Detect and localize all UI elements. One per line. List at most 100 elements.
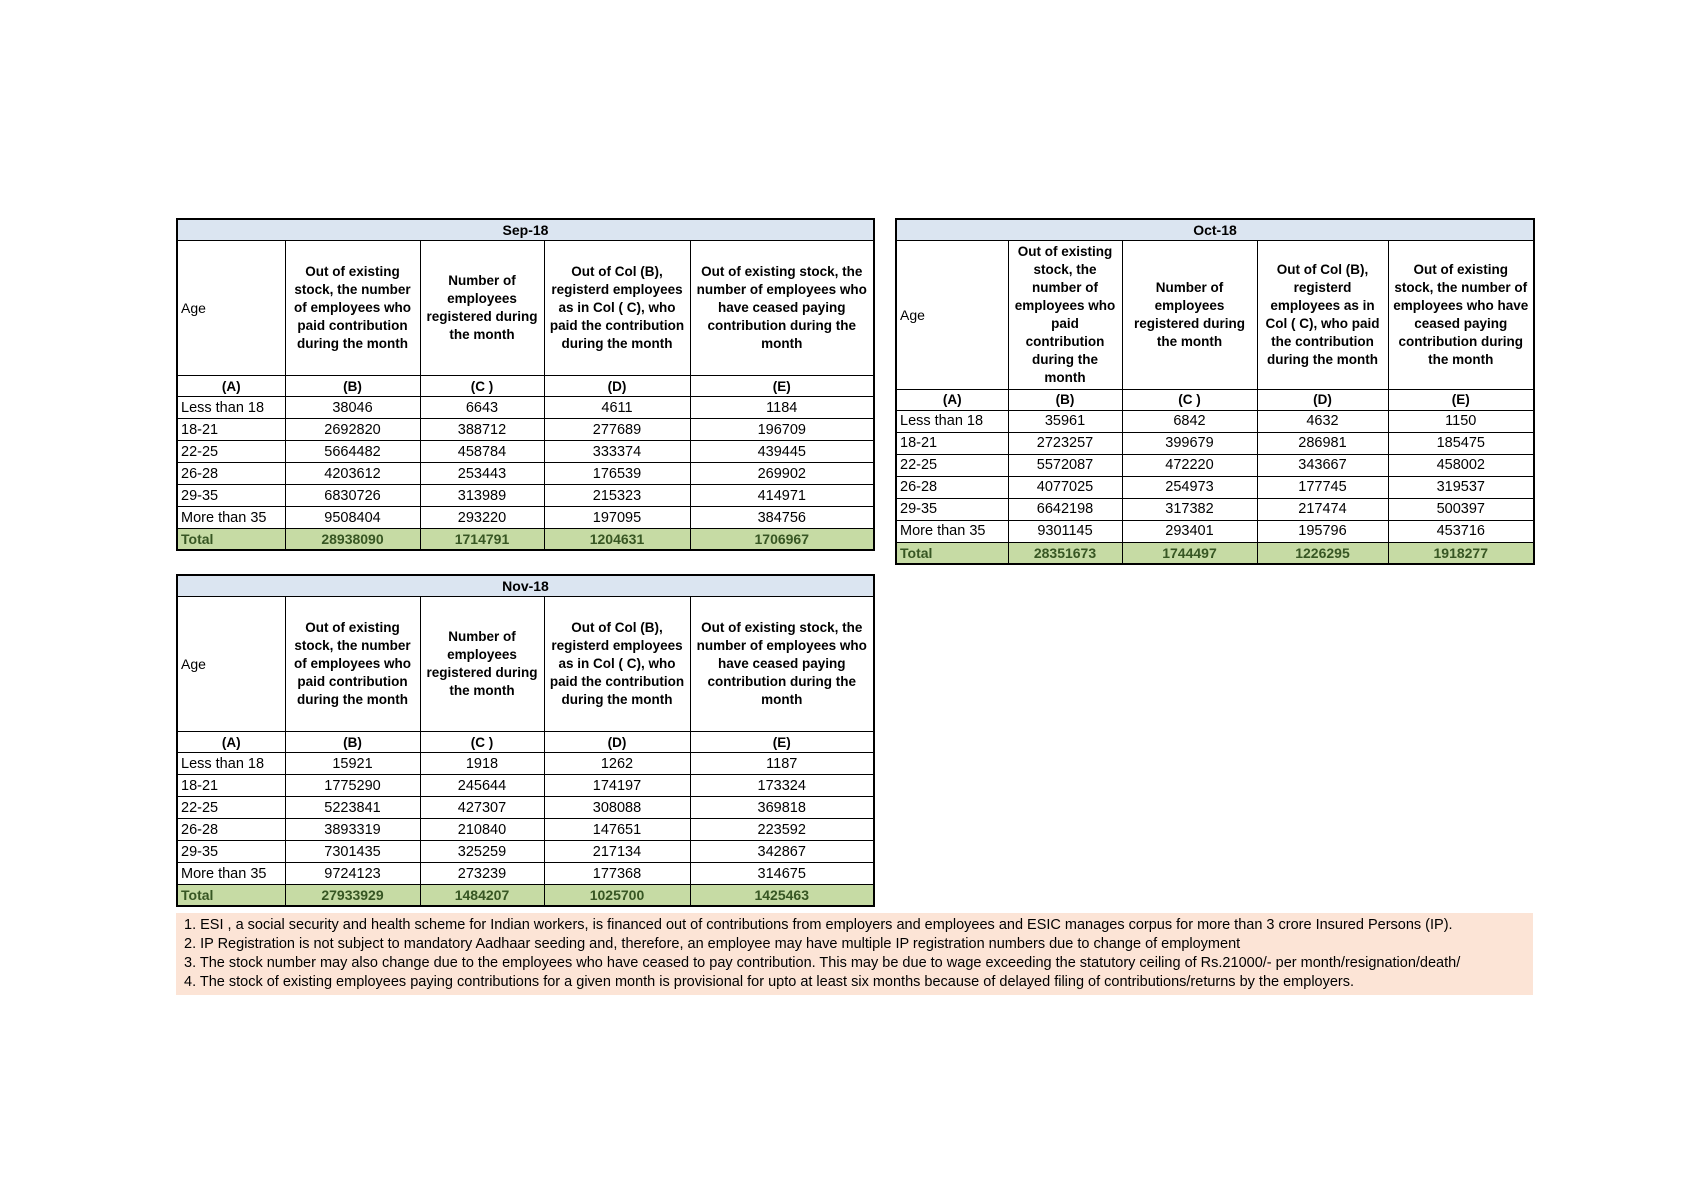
value-cell: 4611 [543,396,691,419]
column-header-cell: Out of existing stock, the number of emp… [689,596,875,732]
age-group-cell: 18-21 [895,431,1009,455]
value-cell: 9508404 [284,506,421,529]
total-value-cell: 28351673 [1007,541,1123,565]
total-value-cell: 1226295 [1256,541,1389,565]
value-cell: 369818 [689,796,875,819]
value-cell: 15921 [284,752,421,775]
value-cell: 5572087 [1007,453,1123,477]
value-cell: 217474 [1256,497,1389,521]
value-cell: 177368 [543,862,691,885]
column-header-cell: Out of existing stock, the number of emp… [689,240,875,376]
age-group-cell: 26-28 [176,462,286,485]
table-row: Less than 18 35961 6842 4632 1150 [895,409,1535,433]
column-header-cell: Out of Col (B), registerd employees as i… [543,596,691,732]
value-cell: 439445 [689,440,875,463]
value-cell: 6642198 [1007,497,1123,521]
value-cell: 1775290 [284,774,421,797]
value-cell: 319537 [1387,475,1535,499]
age-column-header: Age [176,596,286,732]
value-cell: 217134 [543,840,691,863]
age-group-cell: 26-28 [895,475,1009,499]
value-cell: 342867 [689,840,875,863]
column-header-cell: Out of Col (B), registerd employees as i… [543,240,691,376]
footnote-line: 2. IP Registration is not subject to man… [184,936,1241,952]
value-cell: 223592 [689,818,875,841]
total-value-cell: 1425463 [689,884,875,907]
table-row: 22-25 5572087 472220 343667 458002 [895,453,1535,477]
value-cell: 458002 [1387,453,1535,477]
total-label-cell: Total [176,528,286,551]
table-row: 22-25 5664482 458784 333374 439445 [176,440,875,463]
value-cell: 6830726 [284,484,421,507]
column-letter-cell: (E) [689,375,875,397]
value-cell: 215323 [543,484,691,507]
table-row: More than 35 9724123 273239 177368 314675 [176,862,875,885]
month-table-grid: Sep-18 Age Out of existing stock, the numb… [176,218,876,551]
column-letter-cell: (B) [1007,388,1123,411]
table-row: More than 35 9301145 293401 195796 453716 [895,519,1535,543]
value-cell: 4203612 [284,462,421,485]
column-header-cell: Number of employees registered during th… [419,596,545,732]
total-value-cell: 28938090 [284,528,421,551]
value-cell: 245644 [419,774,545,797]
column-letter-cell: (E) [689,731,875,753]
value-cell: 2692820 [284,418,421,441]
footnotes-block: 1. ESI , a social security and health sc… [176,913,1533,995]
value-cell: 38046 [284,396,421,419]
total-value-cell: 1744497 [1121,541,1258,565]
table-row: More than 35 9508404 293220 197095 384756 [176,506,875,529]
value-cell: 333374 [543,440,691,463]
age-group-cell: More than 35 [176,862,286,885]
total-row: Total 28351673 1744497 1226295 1918277 [895,541,1535,565]
value-cell: 414971 [689,484,875,507]
value-cell: 1918 [419,752,545,775]
table-row: 22-25 5223841 427307 308088 369818 [176,796,875,819]
total-value-cell: 27933929 [284,884,421,907]
value-cell: 3893319 [284,818,421,841]
value-cell: 273239 [419,862,545,885]
column-letter-cell: (A) [176,375,286,397]
age-group-cell: Less than 18 [176,752,286,775]
total-row: Total 27933929 1484207 1025700 1425463 [176,884,875,907]
value-cell: 1150 [1387,409,1535,433]
age-group-cell: 22-25 [176,440,286,463]
value-cell: 293401 [1121,519,1258,543]
value-cell: 253443 [419,462,545,485]
age-group-cell: More than 35 [176,506,286,529]
value-cell: 1184 [689,396,875,419]
column-letter-cell: (A) [176,731,286,753]
value-cell: 254973 [1121,475,1258,499]
value-cell: 458784 [419,440,545,463]
value-cell: 325259 [419,840,545,863]
value-cell: 1187 [689,752,875,775]
age-group-cell: 22-25 [895,453,1009,477]
value-cell: 185475 [1387,431,1535,455]
age-group-cell: 18-21 [176,418,286,441]
month-title: Sep-18 [176,218,875,241]
table-sep-18: Sep-18 Age Out of existing stock, the numb… [176,218,876,551]
age-group-cell: Less than 18 [895,409,1009,433]
table-row: 29-35 6830726 313989 215323 414971 [176,484,875,507]
month-title: Nov-18 [176,574,875,597]
column-letter-cell: (C ) [419,375,545,397]
total-label-cell: Total [176,884,286,907]
value-cell: 2723257 [1007,431,1123,455]
column-letter-cell: (A) [895,388,1009,411]
column-letter-cell: (B) [284,375,421,397]
table-oct-18: Oct-18 Age Out of existing stock, the numb… [895,218,1536,565]
total-row: Total 28938090 1714791 1204631 1706967 [176,528,875,551]
table-row: 29-35 6642198 317382 217474 500397 [895,497,1535,521]
age-column-header: Age [176,240,286,376]
value-cell: 343667 [1256,453,1389,477]
table-row: 18-21 1775290 245644 174197 173324 [176,774,875,797]
value-cell: 399679 [1121,431,1258,455]
footnote-line: 4. The stock of existing employees payin… [184,974,1355,990]
total-value-cell: 1918277 [1387,541,1535,565]
column-letter-cell: (D) [1256,388,1389,411]
value-cell: 286981 [1256,431,1389,455]
value-cell: 1262 [543,752,691,775]
month-table-grid: Nov-18 Age Out of existing stock, the numb… [176,574,875,907]
value-cell: 5664482 [284,440,421,463]
column-header-cell: Out of existing stock, the number of emp… [1387,240,1535,390]
